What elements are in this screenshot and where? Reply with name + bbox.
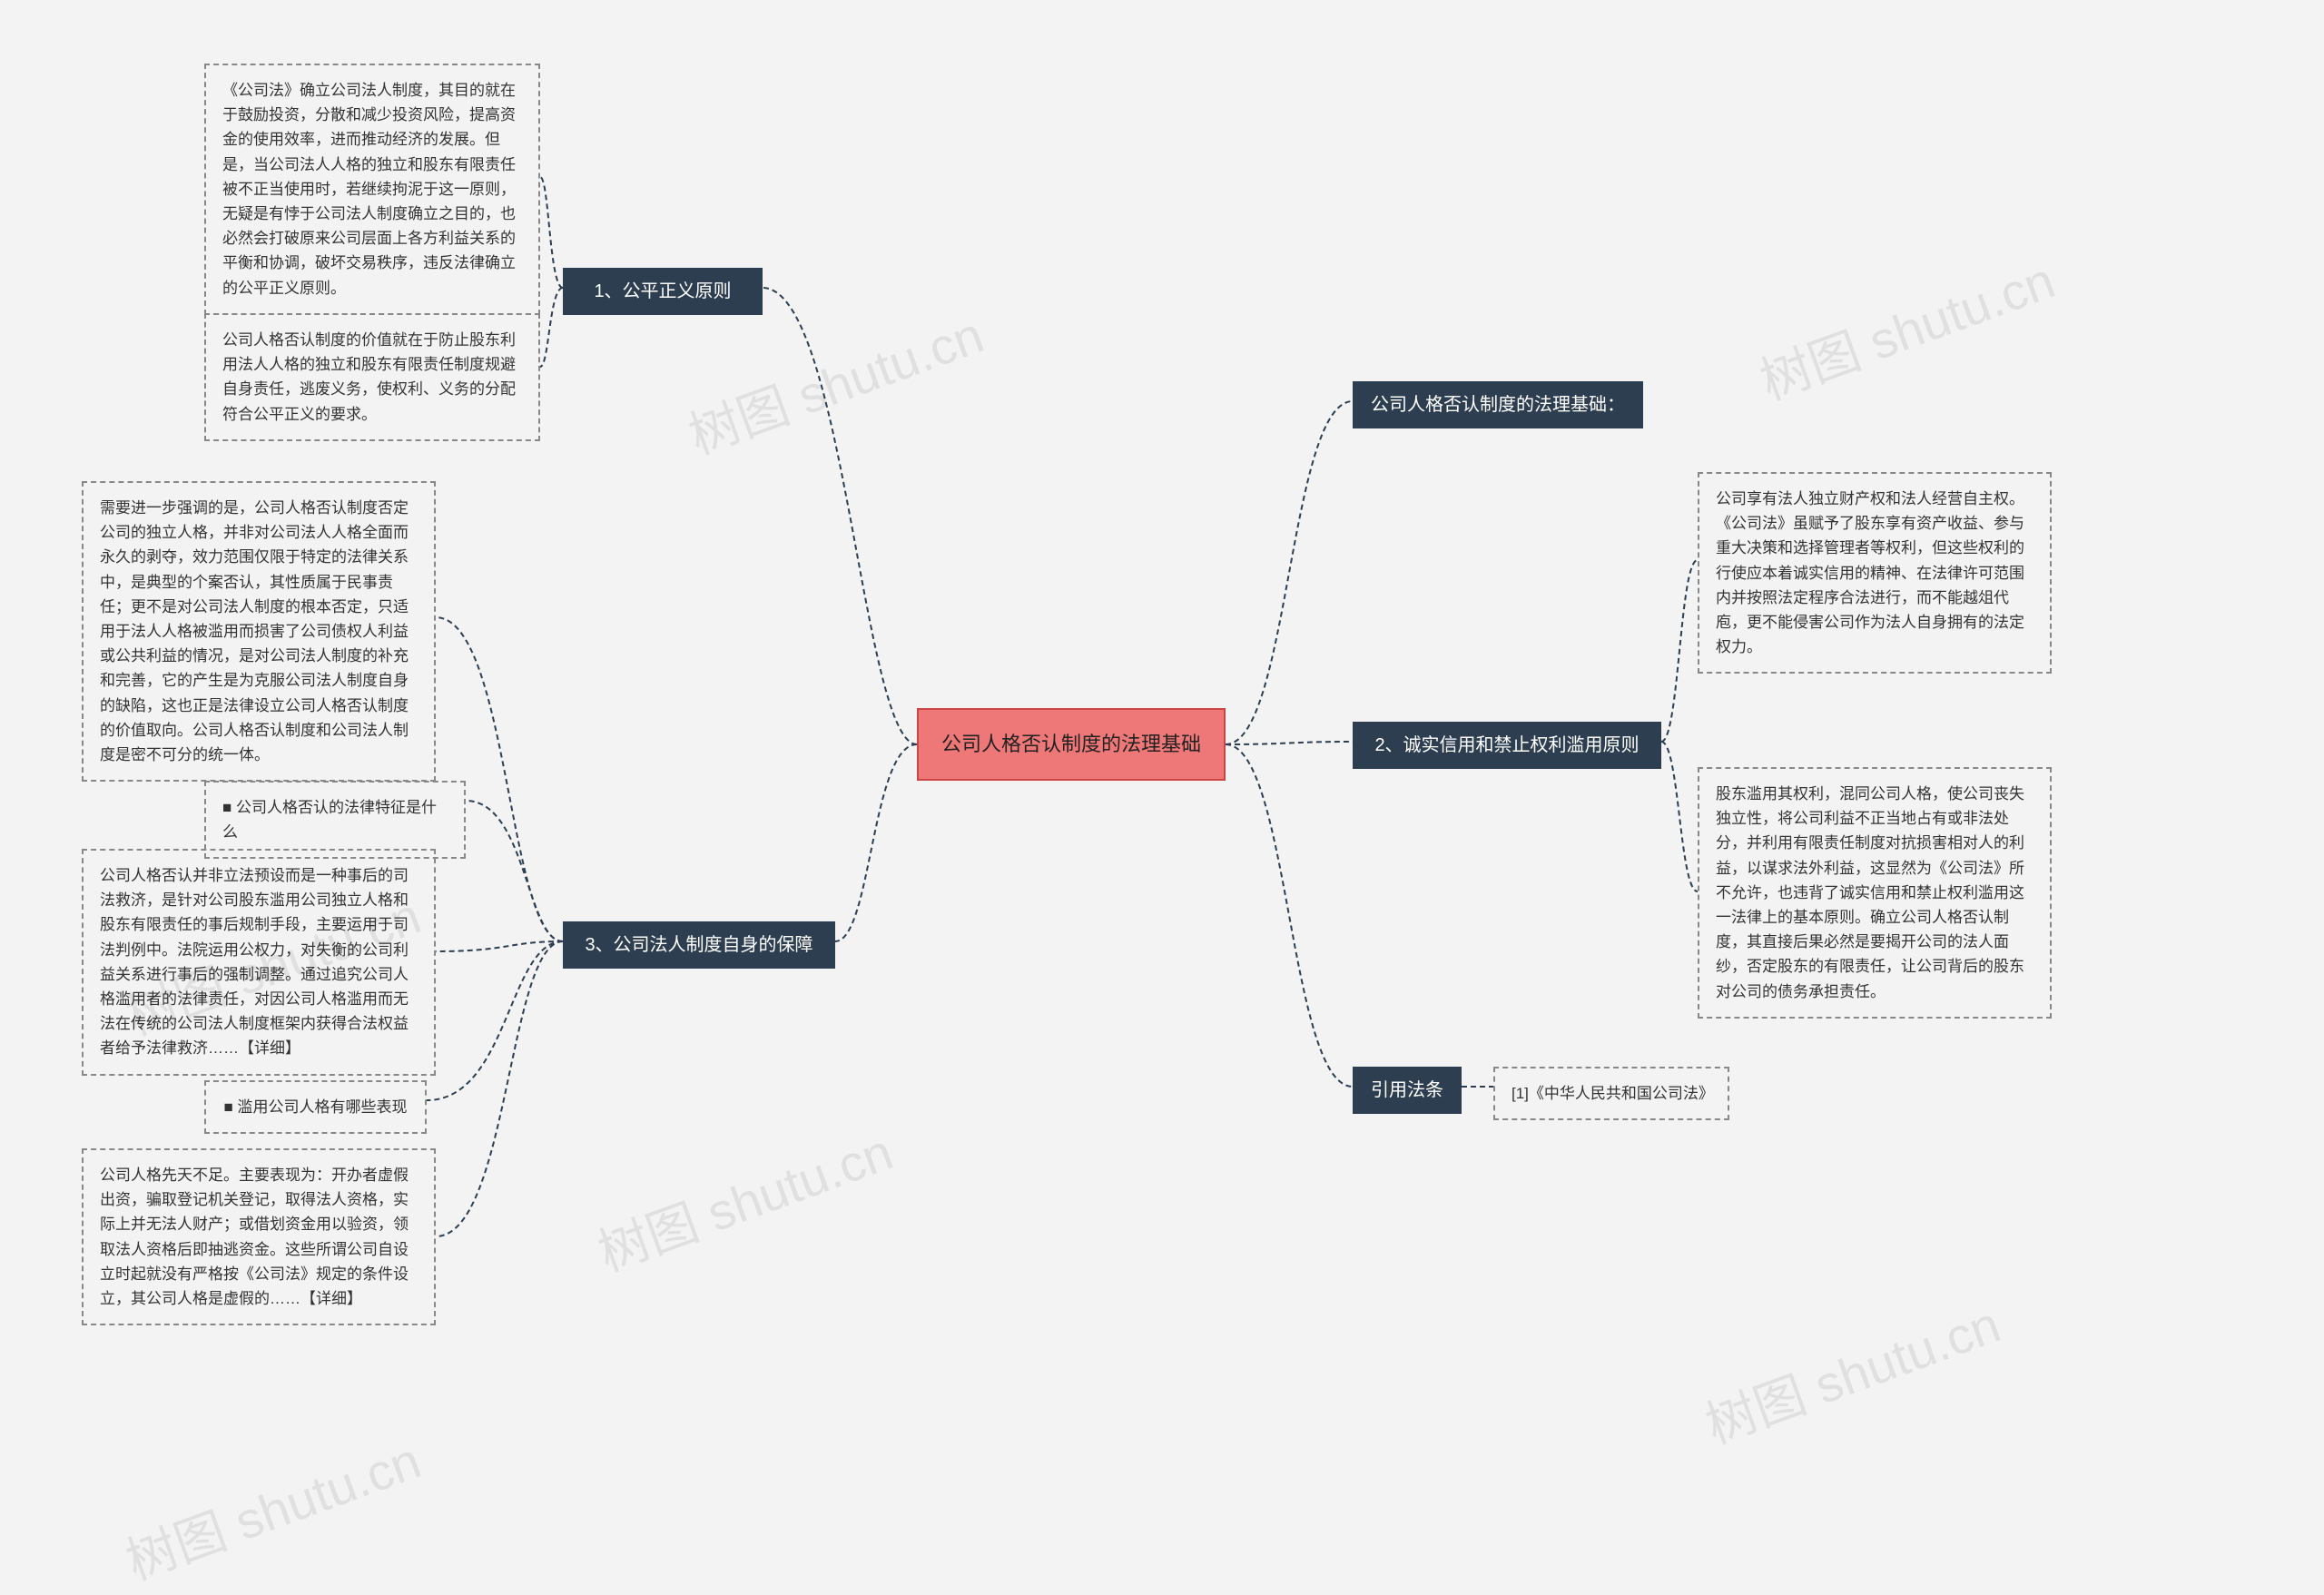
watermark: 树图 shutu.cn xyxy=(677,294,992,468)
leaf-node: ■ 公司人格否认的法律特征是什么 xyxy=(204,781,466,859)
leaf-node: ■ 滥用公司人格有哪些表现 xyxy=(204,1080,427,1134)
connector-path xyxy=(1226,744,1353,1087)
leaf-text: 公司人格先天不足。主要表现为：开办者虚假出资，骗取登记机关登记，取得法人资格，实… xyxy=(100,1163,418,1311)
leaf-text: 公司享有法人独立财产权和法人经营自主权。《公司法》虽赋予了股东享有资产收益、参与… xyxy=(1716,487,2034,659)
leaf-node: 公司人格否认制度的价值就在于防止股东利用法人人格的独立和股东有限责任制度规避自身… xyxy=(204,313,540,441)
leaf-text: 股东滥用其权利，混同公司人格，使公司丧失独立性，将公司利益不正当地占有或非法处分… xyxy=(1716,782,2034,1004)
branch-text: 1、公平正义原则 xyxy=(594,277,731,306)
leaf-text: 需要进一步强调的是，公司人格否认制度否定公司的独立人格，并非对公司法人人格全面而… xyxy=(100,496,418,767)
leaf-text: ■ 滥用公司人格有哪些表现 xyxy=(224,1095,408,1119)
connector-path xyxy=(763,288,917,744)
connector-path xyxy=(427,941,563,1100)
branch-node: 3、公司法人制度自身的保障 xyxy=(563,921,835,969)
watermark: 树图 shutu.cn xyxy=(1694,1284,2009,1458)
connector-path xyxy=(1661,560,1698,742)
leaf-node: 《公司法》确立公司法人制度，其目的就在于鼓励投资，分散和减少投资风险，提高资金的… xyxy=(204,64,540,315)
leaf-node: 公司人格否认并非立法预设而是一种事后的司法救济，是针对公司股东滥用公司独立人格和… xyxy=(82,849,436,1076)
leaf-node: 公司享有法人独立财产权和法人经营自主权。《公司法》虽赋予了股东享有资产收益、参与… xyxy=(1698,472,2052,674)
branch-node: 1、公平正义原则 xyxy=(563,268,763,315)
connector-path xyxy=(1226,401,1353,744)
branch-node: 2、诚实信用和禁止权利滥用原则 xyxy=(1353,722,1661,769)
watermark: 树图 shutu.cn xyxy=(114,1420,429,1594)
connector-path xyxy=(540,288,563,367)
connector-path xyxy=(1661,742,1698,891)
connector-path xyxy=(466,801,563,941)
root-text: 公司人格否认制度的法理基础 xyxy=(941,728,1201,760)
connector-path xyxy=(1226,742,1353,744)
leaf-text: 公司人格否认并非立法预设而是一种事后的司法救济，是针对公司股东滥用公司独立人格和… xyxy=(100,863,418,1061)
branch-node: 引用法条 xyxy=(1353,1067,1462,1114)
watermark: 树图 shutu.cn xyxy=(1748,240,2063,414)
connector-path xyxy=(436,617,563,941)
leaf-text: ■ 公司人格否认的法律特征是什么 xyxy=(222,795,448,844)
connector-path xyxy=(835,744,917,941)
leaf-node: 公司人格先天不足。主要表现为：开办者虚假出资，骗取登记机关登记，取得法人资格，实… xyxy=(82,1148,436,1325)
leaf-node: 股东滥用其权利，混同公司人格，使公司丧失独立性，将公司利益不正当地占有或非法处分… xyxy=(1698,767,2052,1019)
branch-text: 公司人格否认制度的法理基础： xyxy=(1371,390,1625,419)
leaf-text: 公司人格否认制度的价值就在于防止股东利用法人人格的独立和股东有限责任制度规避自身… xyxy=(222,328,522,427)
leaf-node: 需要进一步强调的是，公司人格否认制度否定公司的独立人格，并非对公司法人人格全面而… xyxy=(82,481,436,782)
connector-path xyxy=(436,941,563,1236)
watermark: 树图 shutu.cn xyxy=(586,1111,901,1285)
leaf-text: 《公司法》确立公司法人制度，其目的就在于鼓励投资，分散和减少投资风险，提高资金的… xyxy=(222,78,522,300)
leaf-text: [1]《中华人民共和国公司法》 xyxy=(1512,1081,1711,1106)
branch-text: 2、诚实信用和禁止权利滥用原则 xyxy=(1374,731,1639,760)
connector-path xyxy=(540,177,563,288)
leaf-node: [1]《中华人民共和国公司法》 xyxy=(1493,1067,1729,1120)
branch-text: 引用法条 xyxy=(1371,1076,1443,1105)
connector-path xyxy=(436,941,563,951)
root-node: 公司人格否认制度的法理基础 xyxy=(917,708,1226,781)
branch-text: 3、公司法人制度自身的保障 xyxy=(585,930,812,960)
branch-node: 公司人格否认制度的法理基础： xyxy=(1353,381,1643,428)
